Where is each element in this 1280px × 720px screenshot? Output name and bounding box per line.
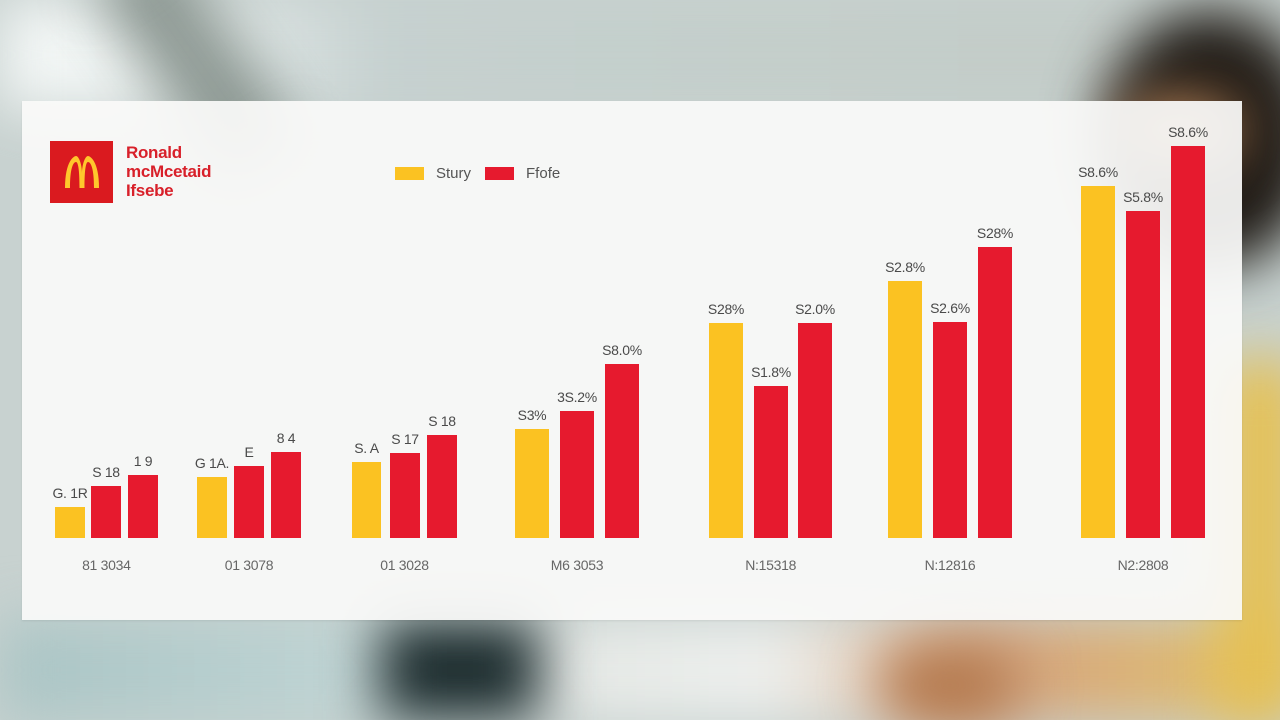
chart-legend: Stury Ffofe [395,165,574,182]
golden-arches-icon [50,141,113,203]
bar-red [754,386,788,538]
brand-line-1: Ronald [126,143,182,162]
bar-value-label: S5.8% [1123,189,1163,205]
bar-value-label: S8.0% [602,342,642,358]
bar-red [798,323,832,538]
bar-value-label: S28% [707,301,745,317]
brand-line-2: mcMcetaid [126,162,212,181]
bar-red [390,453,420,538]
bar-value-label: S 17 [391,431,419,447]
bar-red [128,475,158,538]
x-axis-label: N:15318 [745,557,797,573]
bar-value-label: S3% [517,407,547,423]
bar-value-label: E [244,444,254,460]
bar-value-label: S2.8% [885,259,925,275]
bar-value-label: G. 1R [52,485,88,501]
bar-yellow [709,323,743,538]
bar-yellow [55,507,85,538]
legend-label-1: Stury [436,165,472,182]
x-axis-label: 01 3028 [380,557,429,573]
x-axis-label: N:12816 [924,557,976,573]
bar-value-label: S2.6% [930,300,970,316]
bar-red [1126,211,1160,538]
legend-swatch-red [485,167,515,180]
x-axis-label: 01 3078 [224,557,274,573]
brand-line-3: Ifsebe [126,181,174,200]
legend-swatch-yellow [395,167,424,180]
bar-red [234,466,264,538]
bar-red [978,247,1012,538]
bar-value-label: S28% [976,225,1014,241]
legend-label-2: Ffofe [526,165,561,182]
bar-yellow [888,281,922,538]
bar-red [427,435,457,538]
bar-red [271,452,301,538]
bar-value-label: S. A [354,440,379,456]
bar-red [933,322,967,538]
bar-red [1171,146,1205,538]
arches-glyph [64,156,99,188]
bar-value-label: 8 4 [276,430,296,446]
bar-red [560,411,594,538]
bar-yellow [352,462,381,538]
x-axis-label: N2:2808 [1117,557,1169,573]
bar-value-label: S2.0% [795,301,835,317]
x-axis-label: 81 3034 [82,557,131,573]
bar-yellow [515,429,549,538]
bar-value-label: 3S.2% [557,389,597,405]
bar-value-label: S 18 [92,464,120,480]
bar-value-label: G 1A. [194,455,230,471]
bar-value-label: S1.8% [751,364,791,380]
bar-value-label: 1 9 [133,453,153,469]
bar-value-label: S8.6% [1168,124,1208,140]
bar-yellow [1081,186,1115,538]
bar-red [605,364,639,538]
x-axis-label: M6 3053 [550,557,604,573]
bar-yellow [197,477,227,538]
bar-value-label: S8.6% [1078,164,1118,180]
bar-red [91,486,121,538]
chart-panel: Ronald mcMcetaid Ifsebe Stury Ffofe G. 1… [22,101,1242,620]
brand-title: Ronald mcMcetaid Ifsebe [126,143,211,200]
bar-value-label: S 18 [428,413,456,429]
